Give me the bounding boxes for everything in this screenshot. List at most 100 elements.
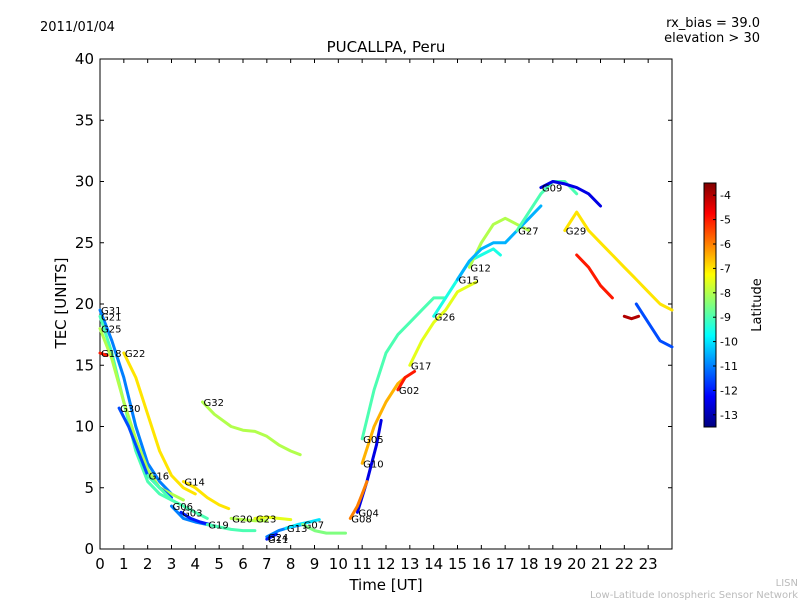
colorbar-tick-label: -8	[720, 287, 731, 300]
series-track-g23	[253, 515, 293, 522]
series-label: G08	[351, 514, 371, 525]
series-label: G05	[363, 435, 383, 446]
colorbar-tick-label: -6	[720, 238, 731, 251]
colorbar-tick-label: -5	[720, 214, 731, 227]
series-track-g29	[563, 210, 674, 312]
x-tick-label: 9	[310, 555, 320, 573]
series-track-g08	[348, 480, 369, 520]
x-tick-label: 15	[448, 555, 467, 573]
chart-title: PUCALLPA, Peru	[327, 38, 446, 56]
series-track-g21	[98, 314, 173, 502]
y-axis-label: TEC [UNITS]	[52, 258, 70, 350]
x-tick-label: 21	[591, 555, 610, 573]
x-tick-label: 13	[400, 555, 419, 573]
series-track-g13	[284, 518, 321, 530]
series-label: G12	[470, 263, 490, 274]
x-tick-label: 0	[95, 555, 105, 573]
series-track-g07	[301, 523, 347, 535]
series-track-g09	[539, 180, 602, 208]
series-label: G24	[268, 533, 288, 544]
y-ticks: 0 5 10 15 20 25 30 35 40	[75, 50, 672, 558]
x-tick-label: 8	[286, 555, 296, 573]
series-label: G23	[256, 514, 276, 525]
footer-org-long: Low-Latitude Ionospheric Sensor Network	[590, 590, 798, 600]
series-label: G15	[459, 276, 479, 287]
series-track-g18	[98, 351, 109, 357]
x-tick-label: 16	[472, 555, 491, 573]
colorbar-tick-label: -9	[720, 311, 731, 324]
y-tick-label: 30	[75, 173, 94, 191]
series-label: G07	[304, 521, 324, 532]
colorbar-tick-label: -7	[720, 262, 731, 275]
colorbar-tick-label: -12	[720, 384, 738, 397]
colorbar-tick-label: -11	[720, 360, 738, 373]
series-track-g22	[122, 351, 197, 496]
x-tick-label: 4	[191, 555, 201, 573]
series-track-g11	[265, 532, 278, 541]
x-tick-label: 11	[353, 555, 372, 573]
x-tick-label: 3	[167, 555, 177, 573]
x-axis-label: Time [UT]	[348, 576, 422, 594]
series-track-g14	[181, 480, 231, 511]
colorbar-label: Latitude	[750, 278, 765, 332]
series-track-g17	[408, 280, 479, 367]
series-track-g10	[360, 376, 407, 465]
series-track-g02	[396, 369, 417, 392]
x-tick-label: 1	[119, 555, 129, 573]
series-track-g19	[205, 523, 257, 533]
y-tick-label: 35	[75, 111, 94, 129]
colorbar-ticks: -4 -5 -6 -7 -8 -9 -10 -11 -12 -13	[713, 189, 738, 422]
series-label: G06	[173, 502, 193, 513]
x-tick-label: 22	[615, 555, 634, 573]
colorbar-tick-label: -10	[720, 336, 738, 349]
series-track-g31	[98, 308, 173, 496]
x-tick-label: 7	[262, 555, 272, 573]
y-tick-label: 0	[84, 540, 94, 558]
series-label: G11	[268, 535, 288, 546]
x-tick-label: 23	[639, 555, 658, 573]
x-tick-label: 6	[238, 555, 248, 573]
x-tick-label: 10	[329, 555, 348, 573]
x-tick-label: 20	[567, 555, 586, 573]
series-track-unlabeled-30	[622, 314, 641, 321]
y-tick-label: 15	[75, 356, 94, 374]
x-tick-label: 19	[543, 555, 562, 573]
series-label: G03	[182, 508, 202, 519]
series-label: G17	[411, 361, 431, 372]
x-tick-label: 14	[424, 555, 443, 573]
series-label: G10	[363, 459, 383, 470]
series-layer	[98, 180, 674, 541]
elevation-label: elevation > 30	[664, 31, 760, 46]
series-label: G26	[435, 312, 455, 323]
date-label: 2011/01/04	[40, 20, 115, 35]
x-tick-label: 2	[143, 555, 153, 573]
series-label: G27	[518, 227, 538, 238]
rx-bias-label: rx_bias = 39.0	[666, 16, 760, 31]
footer-org-short: LISN	[776, 578, 798, 589]
series-track-unlabeled-31	[634, 302, 674, 349]
series-track-g03	[179, 510, 212, 526]
series-track-g25	[98, 327, 185, 502]
y-tick-label: 25	[75, 234, 94, 252]
x-tick-label: 17	[496, 555, 515, 573]
series-label: G31	[101, 306, 121, 317]
series-label: G32	[203, 398, 223, 409]
x-ticks: 0 1 2 3 4 5 6 7 8 9 10 11 12 13 14 15 16 17 18 19 20 21 22 23	[95, 59, 658, 573]
series-label: G30	[120, 404, 140, 415]
series-label: G21	[101, 312, 121, 323]
series-label: G04	[358, 508, 378, 519]
series-track-g15	[456, 204, 543, 281]
series-track-g20	[229, 516, 269, 523]
y-tick-label: 40	[75, 50, 94, 68]
series-label: G14	[184, 478, 204, 489]
series-label: G16	[149, 472, 169, 483]
series-track-g32	[201, 400, 302, 457]
series-track-unlabeled-32	[575, 253, 614, 300]
series-label: G09	[542, 184, 562, 195]
series-label: G13	[287, 524, 307, 535]
series-track-g16	[146, 474, 209, 520]
plot-area	[99, 58, 673, 550]
x-tick-label: 18	[519, 555, 538, 573]
